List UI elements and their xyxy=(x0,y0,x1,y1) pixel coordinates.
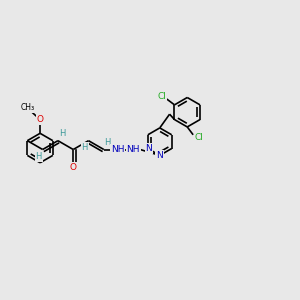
Text: H: H xyxy=(81,143,88,152)
Text: N: N xyxy=(156,151,163,160)
Text: NH: NH xyxy=(127,145,140,154)
Text: O: O xyxy=(37,115,44,124)
Text: NH: NH xyxy=(111,145,124,154)
Text: O: O xyxy=(70,163,77,172)
Text: H: H xyxy=(105,138,111,147)
Text: H: H xyxy=(35,152,42,161)
Text: N: N xyxy=(146,144,152,153)
Text: CH₃: CH₃ xyxy=(20,103,34,112)
Text: Cl: Cl xyxy=(157,92,166,100)
Text: Cl: Cl xyxy=(195,133,203,142)
Text: H: H xyxy=(59,129,65,138)
